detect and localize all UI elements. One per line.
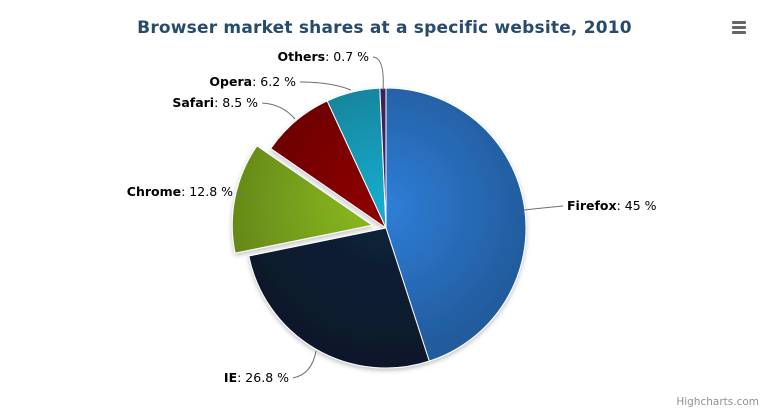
- data-label-ie: IE: 26.8 %: [223, 370, 289, 385]
- data-label-opera: Opera: 6.2 %: [209, 74, 296, 89]
- label-connector-others: [372, 56, 384, 91]
- pie-slice-firefox[interactable]: [385, 87, 527, 362]
- hamburger-icon: [732, 21, 746, 24]
- hamburger-icon: [732, 31, 746, 34]
- chart-title: Browser market shares at a specific webs…: [137, 18, 632, 38]
- pie-slice-chrome[interactable]: [231, 145, 373, 254]
- label-connector-chrome: [236, 191, 246, 197]
- pie-slice-ie[interactable]: [248, 227, 430, 369]
- label-connector-firefox: [523, 205, 564, 211]
- data-label-others: Others: 0.7 %: [277, 49, 369, 64]
- credits-link[interactable]: Highcharts.com: [676, 396, 759, 408]
- label-connector-safari: [261, 102, 296, 120]
- export-menu-button[interactable]: [732, 21, 746, 34]
- data-label-safari: Safari: 8.5 %: [172, 95, 258, 110]
- hamburger-icon: [732, 26, 746, 29]
- label-connector-ie: [292, 350, 317, 379]
- label-connector-opera: [299, 81, 352, 91]
- data-label-firefox: Firefox: 45 %: [567, 198, 657, 213]
- data-label-chrome: Chrome: 12.8 %: [126, 184, 233, 199]
